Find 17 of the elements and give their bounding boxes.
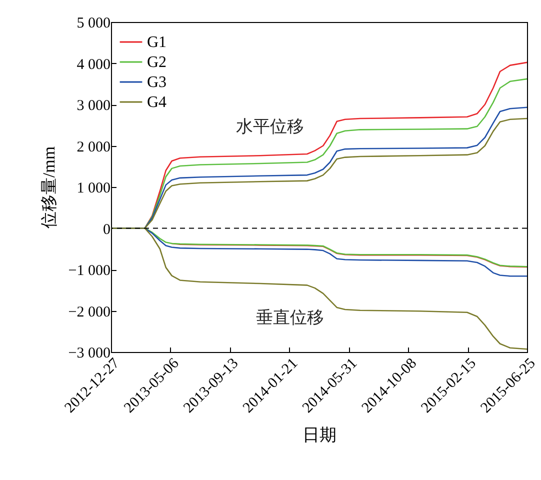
- y-tick-label: 2 000: [76, 139, 110, 156]
- x-axis-title: 日期: [302, 426, 336, 445]
- y-tick-label: 3 000: [76, 98, 110, 114]
- annotation: 水平位移: [236, 117, 304, 136]
- legend-label: G3: [147, 74, 167, 91]
- annotation: 垂直位移: [256, 308, 324, 327]
- legend-label: G1: [147, 34, 167, 51]
- y-axis-title: 位移量/mm: [39, 146, 58, 229]
- y-tick-label: −1 000: [68, 263, 110, 279]
- legend-label: G2: [147, 54, 167, 71]
- legend-label: G4: [147, 94, 167, 111]
- y-tick-label: −2 000: [68, 304, 110, 320]
- y-tick-label: 4 000: [76, 56, 110, 73]
- y-tick-label: 0: [103, 222, 110, 238]
- y-tick-label: 5 000: [76, 16, 110, 32]
- y-tick-label: −3 000: [68, 346, 110, 362]
- y-tick-label: 1 000: [76, 180, 110, 196]
